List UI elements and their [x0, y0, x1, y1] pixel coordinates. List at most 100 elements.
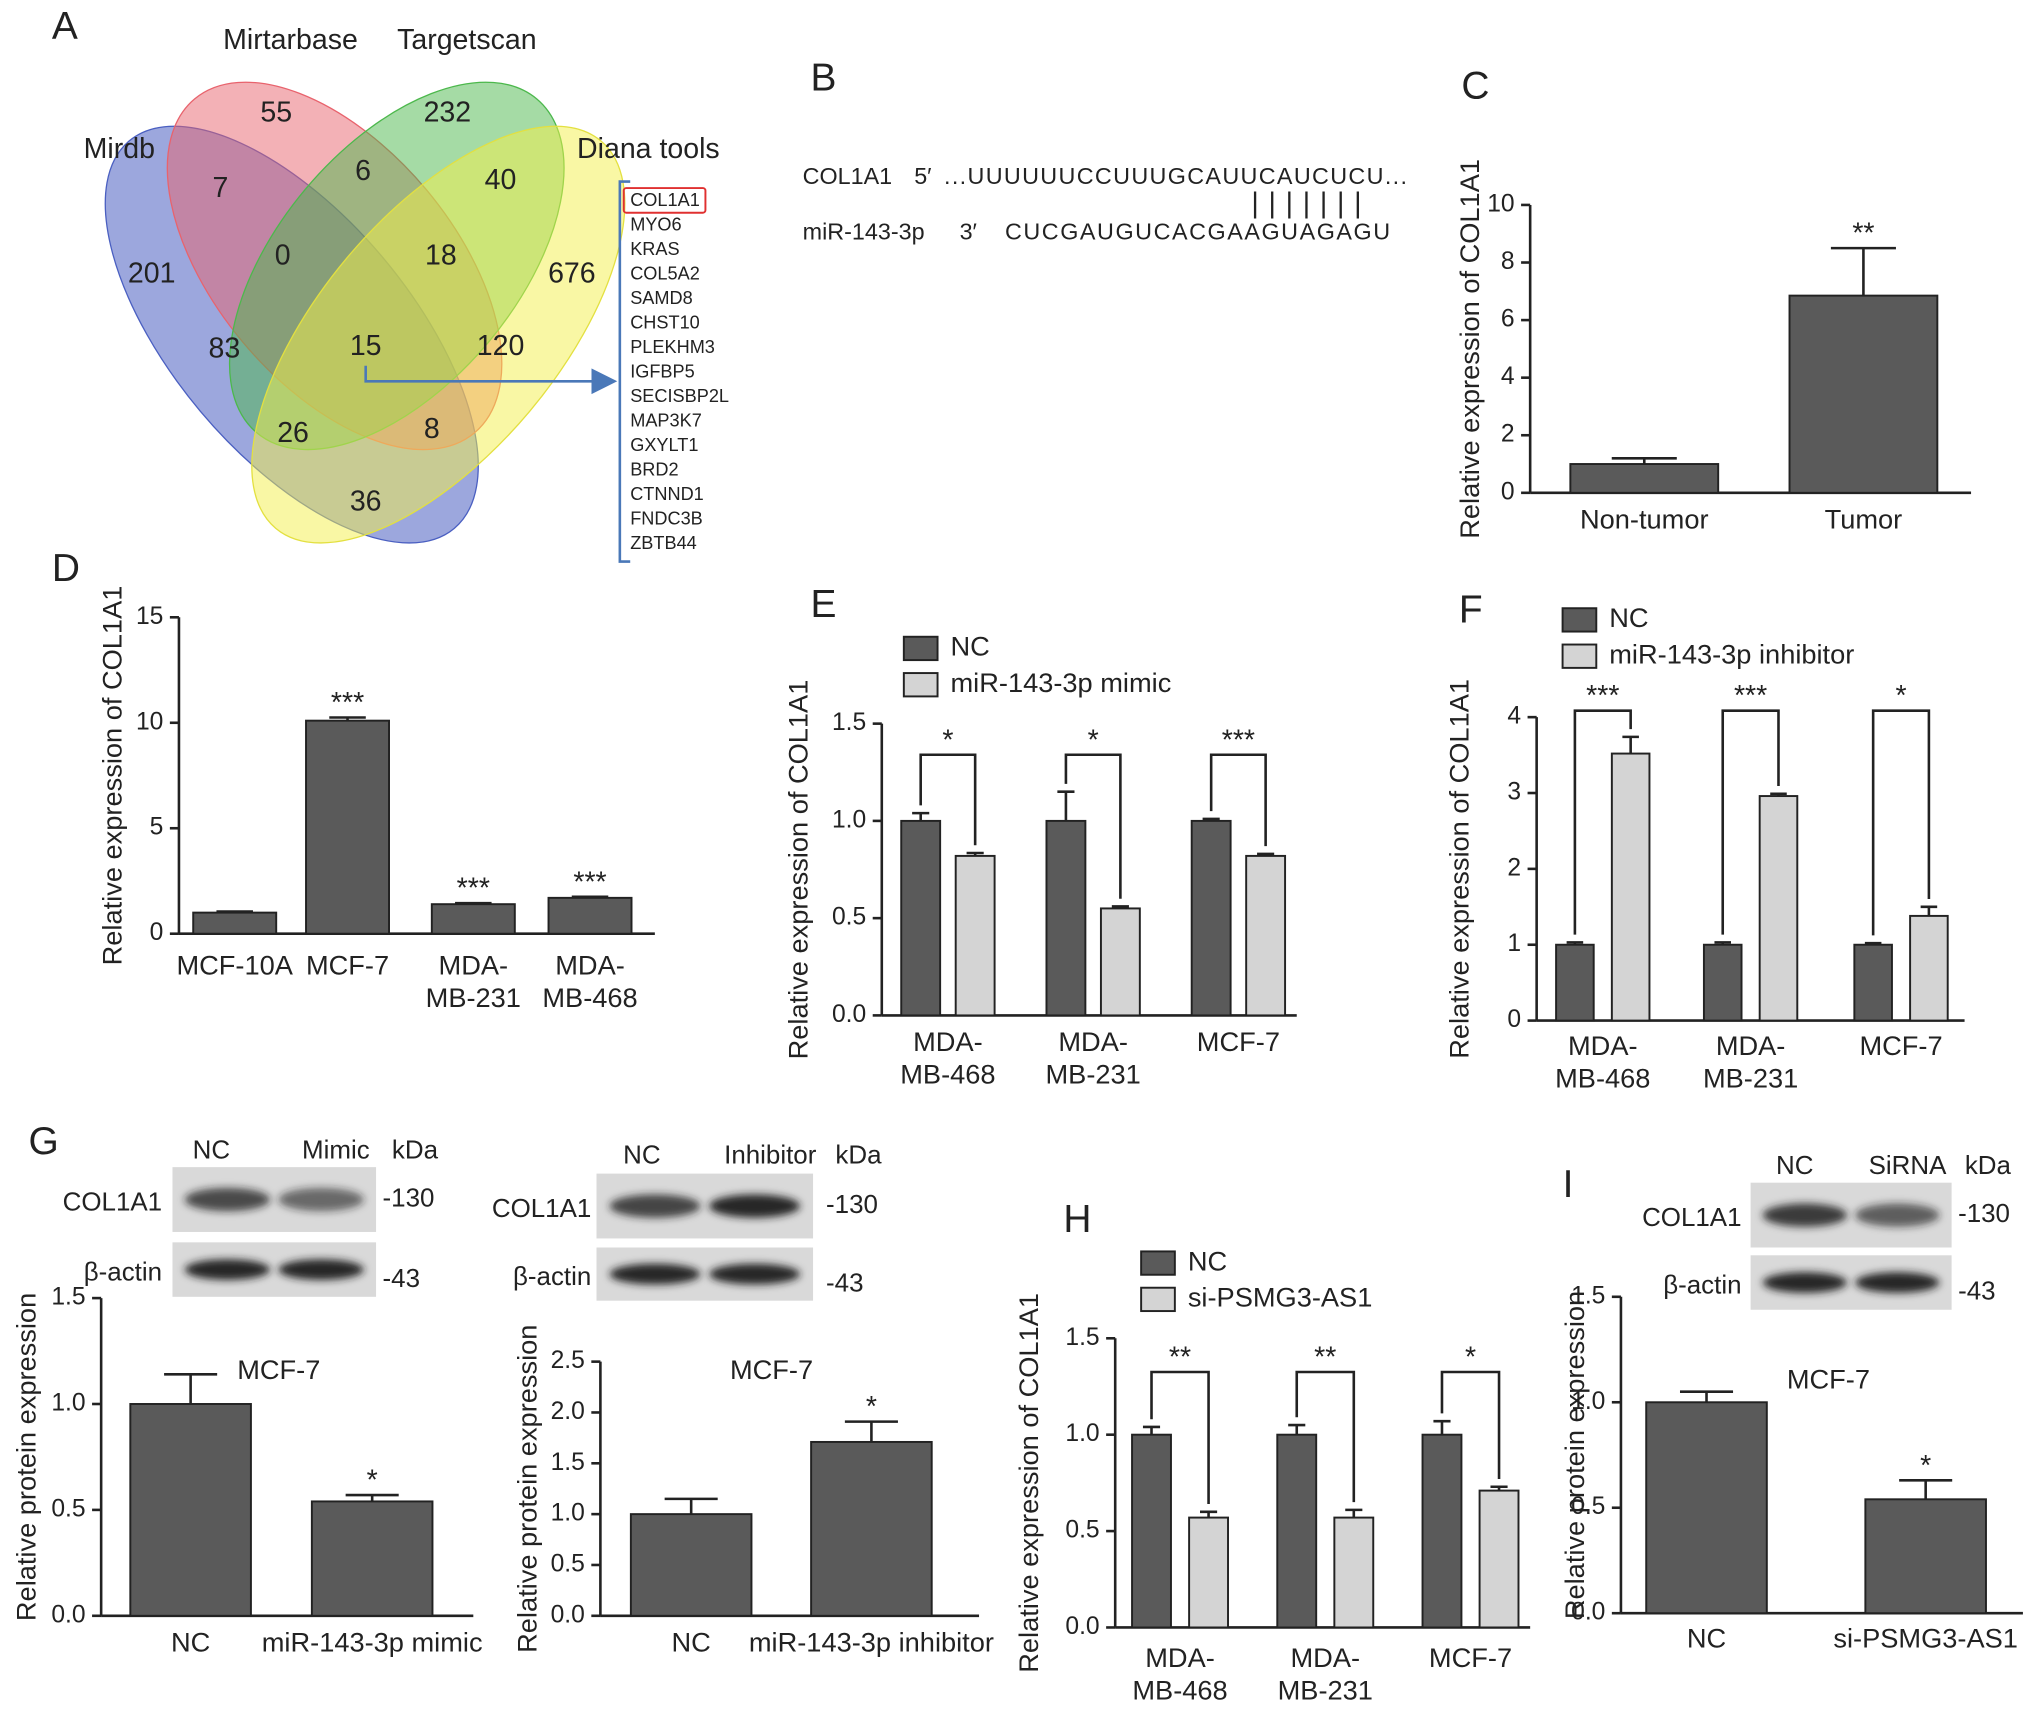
significance-bracket	[1573, 709, 1632, 935]
error-bar	[1057, 790, 1075, 821]
significance-label: *	[866, 1391, 877, 1423]
y-tick-label: 3	[1507, 779, 1521, 806]
lane-label: NC	[623, 1142, 660, 1170]
bar	[1190, 819, 1232, 1017]
error-bar	[1899, 1479, 1953, 1500]
y-tick-label: 0.5	[551, 1550, 585, 1577]
lane-label: NC	[1776, 1152, 1813, 1180]
x-tick-label: MCF-7	[306, 950, 389, 981]
bar	[1909, 914, 1949, 1022]
band	[1762, 1272, 1848, 1293]
legend-swatch	[1561, 643, 1598, 669]
region-count: 232	[424, 97, 472, 129]
protein-label: β-actin	[1663, 1271, 1741, 1299]
band	[278, 1259, 364, 1280]
gene-label: GXYLT1	[630, 435, 698, 455]
panel-letter: B	[810, 57, 836, 100]
error-bar	[1920, 905, 1938, 916]
y-tick-label: 1.5	[1065, 1324, 1099, 1351]
significance-label: ***	[1734, 680, 1767, 712]
error-bar	[455, 901, 492, 905]
error-bar	[1490, 1485, 1508, 1491]
bar	[1333, 1516, 1375, 1629]
bar	[1702, 943, 1743, 1022]
significance-label: **	[1169, 1342, 1191, 1374]
gene-label: KRAS	[630, 239, 679, 259]
y-tick-label: 10	[1487, 190, 1514, 217]
bar	[1610, 752, 1651, 1022]
marker-label: -130	[826, 1191, 878, 1219]
legend-swatch	[1140, 1286, 1176, 1313]
gene-label: FNDC3B	[630, 508, 703, 528]
marker-label: -130	[1958, 1200, 2010, 1228]
gene-label: CTNND1	[630, 484, 704, 504]
error-bar	[1345, 1508, 1363, 1518]
bar	[954, 854, 996, 1017]
error-bar	[1622, 735, 1639, 754]
error-bar	[1257, 852, 1275, 856]
x-tick-label: MB-468	[900, 1059, 995, 1090]
marker-label: -43	[826, 1269, 863, 1297]
x-tick-label: Non-tumor	[1580, 504, 1709, 535]
bar	[1276, 1433, 1318, 1629]
chart-title: MCF-7	[730, 1354, 813, 1385]
protein-label: β-actin	[513, 1263, 591, 1291]
bar	[1569, 463, 1720, 494]
x-tick-label: MCF-7	[1859, 1030, 1942, 1061]
band	[278, 1187, 364, 1212]
bar	[1853, 943, 1893, 1022]
panel-letter: F	[1459, 588, 1483, 631]
y-axis-label: Relative expression of COL1A1	[782, 680, 813, 1060]
bar	[1131, 1433, 1172, 1629]
y-tick-label: 0.5	[51, 1495, 85, 1522]
significance-bracket	[1209, 753, 1267, 847]
significance-label: ***	[1222, 724, 1255, 756]
y-tick-label: 2.5	[551, 1347, 585, 1374]
sequence-label: COL1A1	[803, 163, 892, 189]
y-tick-label: 8	[1501, 248, 1515, 275]
y-axis-label: Relative protein expression	[511, 1325, 542, 1653]
bar	[129, 1403, 252, 1617]
significance-label: *	[942, 724, 953, 756]
y-tick-label: 0.5	[832, 904, 866, 931]
gene-label: MAP3K7	[630, 410, 702, 430]
set-label: Diana tools	[577, 133, 720, 165]
y-tick-label: 1.0	[832, 806, 866, 833]
bar	[547, 896, 633, 935]
bar	[1478, 1489, 1520, 1629]
significance-label: *	[1465, 1342, 1476, 1374]
legend-swatch	[1140, 1250, 1176, 1276]
band	[1762, 1203, 1848, 1227]
legend-label: miR-143-3p inhibitor	[1609, 638, 1854, 669]
legend-label: NC	[951, 631, 990, 662]
gene-label: SAMD8	[630, 288, 693, 308]
arrow	[364, 365, 618, 395]
bar	[1645, 1401, 1768, 1615]
lane-label: Mimic	[302, 1136, 370, 1164]
x-tick-label: Tumor	[1825, 504, 1903, 535]
legend-label: NC	[1609, 602, 1648, 633]
error-bar	[1202, 817, 1220, 821]
error-bar	[664, 1497, 718, 1515]
legend-label: NC	[1188, 1245, 1227, 1276]
gene-label: ZBTB44	[630, 533, 697, 553]
region-count: 83	[208, 333, 240, 365]
region-count: 7	[213, 172, 229, 204]
bar	[192, 911, 278, 935]
region-count: 26	[277, 417, 309, 449]
x-tick-label: NC	[171, 1627, 210, 1658]
gene-label: PLEKHM3	[630, 337, 715, 357]
error-bar	[571, 895, 609, 899]
y-tick-label: 4	[1501, 363, 1515, 390]
legend-swatch	[902, 672, 939, 698]
region-count: 0	[275, 239, 291, 271]
bar	[1045, 819, 1087, 1017]
y-tick-label: 1.0	[1065, 1420, 1099, 1447]
significance-label: ***	[1586, 680, 1619, 712]
region-count: 201	[128, 257, 176, 289]
significance-label: *	[367, 1465, 378, 1497]
error-bar	[1679, 1390, 1734, 1403]
significance-label: *	[1088, 724, 1099, 756]
marker-label: -43	[1958, 1278, 1995, 1306]
bar	[430, 903, 516, 935]
